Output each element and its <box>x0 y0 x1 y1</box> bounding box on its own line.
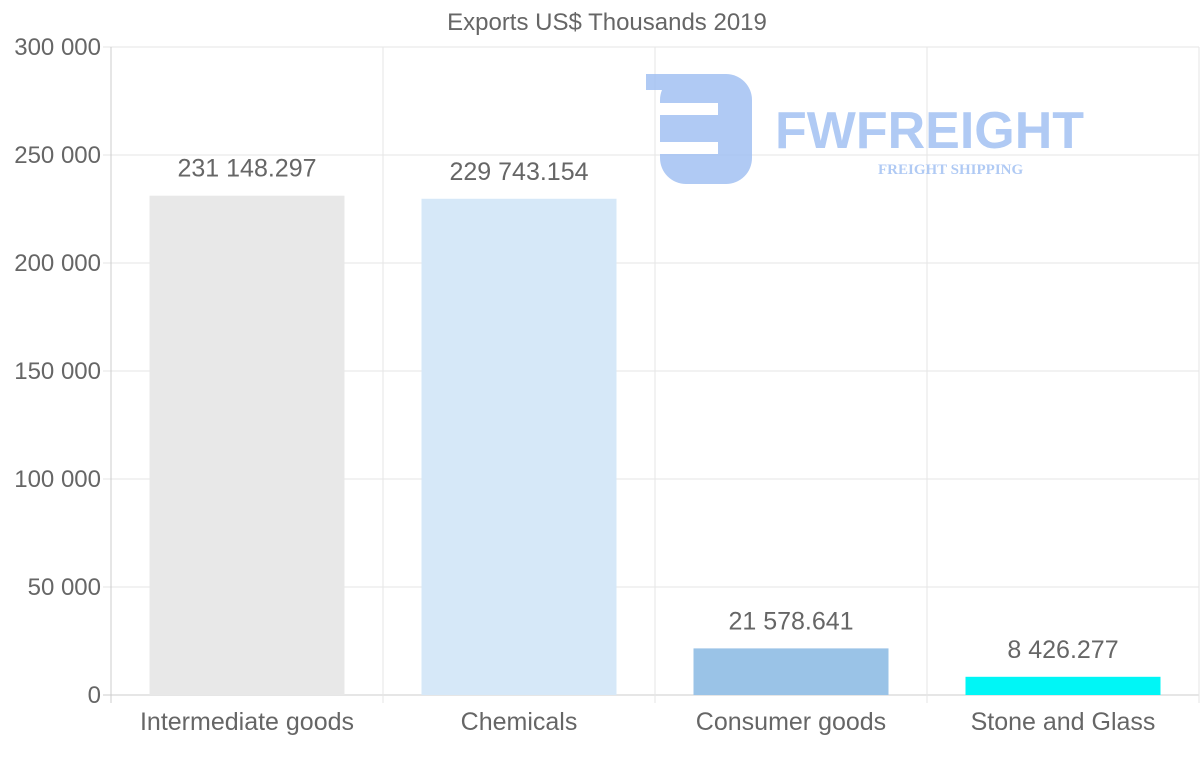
y-tick-label: 300 000 <box>14 34 101 61</box>
bar <box>693 648 889 695</box>
bar <box>421 198 617 695</box>
y-tick-label: 100 000 <box>14 466 101 493</box>
data-label: 8 426.277 <box>1007 636 1118 664</box>
bars <box>149 195 1161 696</box>
data-label: 229 743.154 <box>449 158 588 186</box>
data-label: 21 578.641 <box>728 607 853 635</box>
x-axis-labels: Intermediate goods Chemicals Consumer good… <box>140 708 1155 736</box>
y-tick-label: 0 <box>88 682 101 709</box>
x-tick-label: Consumer goods <box>696 708 886 736</box>
watermark-brand: FWFREIGHT <box>775 102 1084 160</box>
chart-title: Exports US$ Thousands 2019 <box>447 9 767 36</box>
y-tick-label: 150 000 <box>14 358 101 385</box>
y-tick-label: 250 000 <box>14 142 101 169</box>
y-tick-label: 50 000 <box>28 574 101 601</box>
y-axis-labels: 0 50 000 100 000 150 000 200 000 250 000 300 0… <box>14 34 101 709</box>
x-tick-label: Chemicals <box>461 708 578 736</box>
data-labels: 231 148.297 229 743.154 21 578.641 8 426.27… <box>177 155 1118 664</box>
bar <box>149 195 345 696</box>
watermark-logo: FWFREIGHT FREIGHT SHIPPING <box>646 74 1084 184</box>
x-tick-label: Intermediate goods <box>140 708 354 736</box>
y-tick-label: 200 000 <box>14 250 101 277</box>
watermark-tagline: FREIGHT SHIPPING <box>878 162 1023 178</box>
bar <box>965 676 1161 695</box>
data-label: 231 148.297 <box>177 155 316 183</box>
fwfreight-logo-icon <box>646 74 752 184</box>
x-tick-label: Stone and Glass <box>971 708 1156 736</box>
